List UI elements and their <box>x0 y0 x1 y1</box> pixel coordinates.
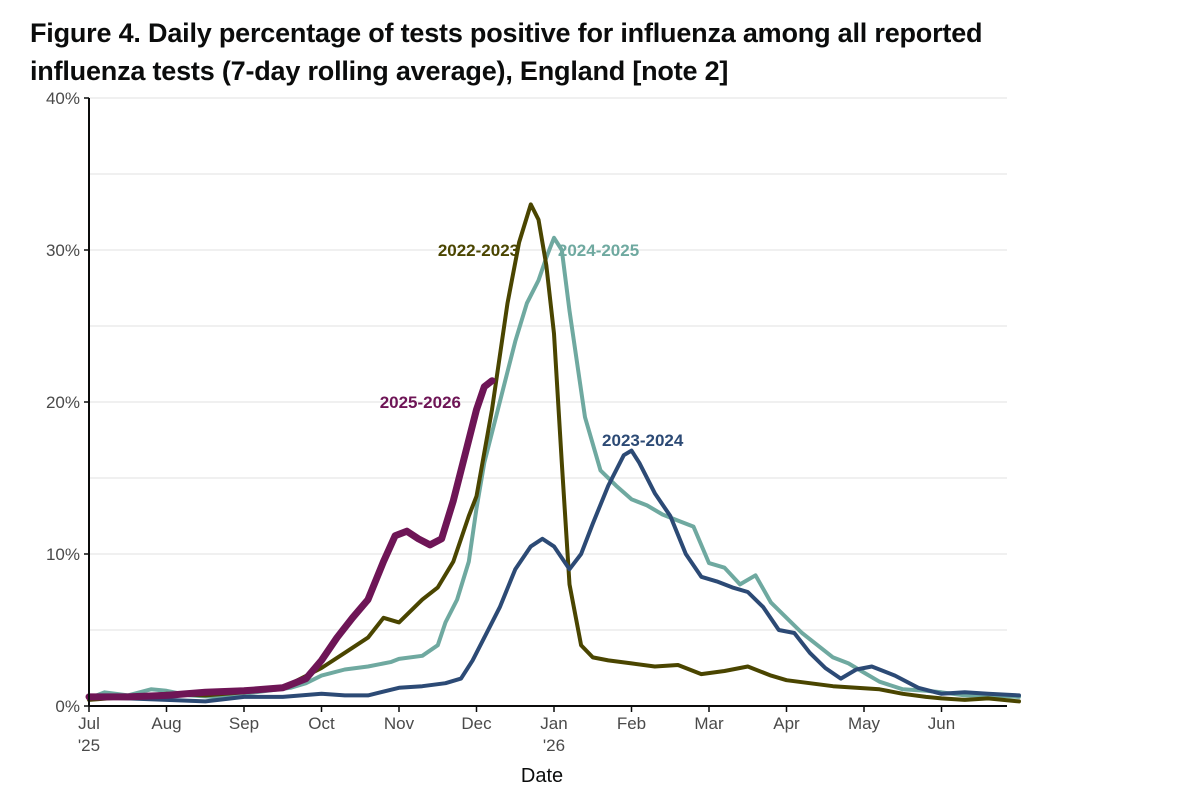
series-labels: 2024-2025 2022-2023 2023-2024 2025-2026 <box>380 241 684 450</box>
series-label-2024-2025: 2024-2025 <box>558 241 639 260</box>
y-tick-label: 0% <box>55 697 80 716</box>
chart-title-line-1: Figure 4. Daily percentage of tests posi… <box>30 18 983 48</box>
y-tick-label: 40% <box>46 89 80 108</box>
y-tick-label: 20% <box>46 393 80 412</box>
y-tick-label: 30% <box>46 241 80 260</box>
x-tick-label: Mar <box>694 714 724 733</box>
x-axis-ticks: Jul '25 Aug Sep Oct Nov Dec Jan '26 Feb Mar Apr May J… <box>78 706 955 755</box>
x-tick-label: Jun <box>928 714 955 733</box>
x-tick-sublabel: '26 <box>543 736 565 755</box>
series-line-2024-2025 <box>87 235 1021 701</box>
x-tick-label: Oct <box>308 714 335 733</box>
series-line-2023-2024 <box>87 448 1021 704</box>
y-axis-ticks: 0% 10% 20% 30% 40% <box>46 89 89 716</box>
x-axis-title: Date <box>521 765 563 787</box>
series-label-2023-2024: 2023-2024 <box>602 431 684 450</box>
x-tick-label: Jul <box>78 714 100 733</box>
y-tick-label: 10% <box>46 545 80 564</box>
chart-title: Figure 4. Daily percentage of tests posi… <box>30 14 1180 90</box>
series-lines <box>85 202 1021 704</box>
chart-title-line-2: influenza tests (7-day rolling average),… <box>30 56 729 86</box>
x-tick-label: Nov <box>384 714 415 733</box>
x-tick-label: Jan <box>540 714 567 733</box>
x-tick-sublabel: '25 <box>78 736 100 755</box>
x-tick-label: Aug <box>151 714 181 733</box>
series-line-2022-2023 <box>87 202 1021 704</box>
x-tick-label: May <box>848 714 881 733</box>
series-label-2022-2023: 2022-2023 <box>438 241 519 260</box>
x-tick-label: Apr <box>773 714 800 733</box>
series-label-2025-2026: 2025-2026 <box>380 393 461 412</box>
x-tick-label: Feb <box>617 714 646 733</box>
gridlines <box>89 97 1007 631</box>
series-line-2025-2026 <box>85 377 496 701</box>
x-tick-label: Sep <box>229 714 259 733</box>
x-tick-label: Dec <box>461 714 492 733</box>
